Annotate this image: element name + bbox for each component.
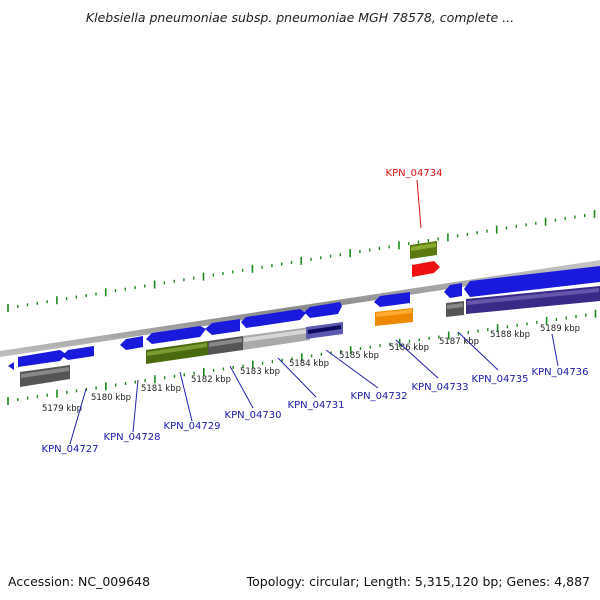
gene-feature[interactable] <box>146 326 206 344</box>
genome-backbone <box>0 260 600 357</box>
ruler-label: 5185 kbp <box>339 351 379 361</box>
inner-tick-ruler <box>7 309 597 405</box>
gene-label-leader <box>457 331 499 371</box>
gene-feature[interactable] <box>464 266 600 297</box>
gene-label[interactable]: KPN_04728 <box>104 432 161 443</box>
highlighted-gene-leader <box>416 179 422 229</box>
ruler-label: 5180 kbp <box>91 393 131 403</box>
gene-feature[interactable] <box>241 309 306 328</box>
gene-feature[interactable] <box>374 292 410 307</box>
accession-text: Accession: NC_009648 <box>8 574 151 589</box>
gene-feature[interactable] <box>205 319 240 335</box>
gene-feature[interactable] <box>8 362 14 370</box>
reverse-strand-features <box>20 286 600 387</box>
gene-feature[interactable] <box>120 336 143 350</box>
highlighted-gene-label[interactable]: KPN_04734 <box>386 168 443 179</box>
gene-label[interactable]: KPN_04727 <box>42 444 99 455</box>
gene-label-leader <box>395 339 439 379</box>
gene-label-leader <box>179 371 193 422</box>
gene-feature[interactable] <box>308 325 341 334</box>
gene-feature[interactable] <box>304 302 342 318</box>
highlighted-gene-features: KPN_04734 <box>386 168 443 277</box>
gene-label-leader <box>229 365 254 409</box>
gene-label-leader <box>277 357 317 398</box>
ruler-label: 5186 kbp <box>389 343 429 353</box>
ruler-label: 5181 kbp <box>141 384 181 394</box>
gene-label-leader <box>69 388 87 445</box>
gene-feature[interactable] <box>18 350 66 367</box>
gene-label[interactable]: KPN_04736 <box>532 367 589 378</box>
ruler-label: 5182 kbp <box>191 375 231 385</box>
gene-feature[interactable] <box>209 338 242 347</box>
gene-feature[interactable] <box>62 346 94 360</box>
gene-label[interactable]: KPN_04729 <box>164 421 221 432</box>
gene-label[interactable]: KPN_04731 <box>288 400 345 411</box>
gene-feature[interactable] <box>147 343 207 356</box>
gene-feature[interactable] <box>244 329 309 342</box>
outer-tick-ruler <box>7 209 596 312</box>
highlighted-gene-feature[interactable] <box>412 261 440 277</box>
ruler-label: 5179 kbp <box>42 404 82 414</box>
gene-label[interactable]: KPN_04732 <box>351 391 408 402</box>
gene-feature[interactable] <box>21 367 69 378</box>
gene-label-leader <box>551 333 559 367</box>
gene-label[interactable]: KPN_04735 <box>472 374 529 385</box>
gene-feature[interactable] <box>447 303 463 309</box>
highlighted-gene-feature[interactable] <box>411 243 436 251</box>
gene-feature[interactable] <box>467 288 599 305</box>
ruler-label: 5189 kbp <box>540 324 580 334</box>
forward-strand-features <box>8 266 600 370</box>
gene-label-leader <box>132 379 139 433</box>
gene-label[interactable]: KPN_04733 <box>412 382 469 393</box>
ruler-label: 5184 kbp <box>289 359 329 369</box>
ruler-label: 5183 kbp <box>240 367 280 377</box>
genome-summary-text: Topology: circular; Length: 5,315,120 bp… <box>246 574 590 589</box>
ruler-label: 5188 kbp <box>490 330 530 340</box>
map-title: Klebsiella pneumoniae subsp. pneumoniae … <box>85 10 515 25</box>
gene-label-leader <box>325 349 379 389</box>
ruler-labels: 5179 kbp 5180 kbp 5181 kbp 5182 kbp 5183… <box>42 324 580 414</box>
ruler-label: 5187 kbp <box>439 337 479 347</box>
gene-labels: KPN_04727 KPN_04728 KPN_04729 KPN_04730 … <box>42 331 589 455</box>
gene-label[interactable]: KPN_04730 <box>225 410 282 421</box>
gene-feature[interactable] <box>376 309 412 317</box>
gene-feature[interactable] <box>444 283 462 298</box>
